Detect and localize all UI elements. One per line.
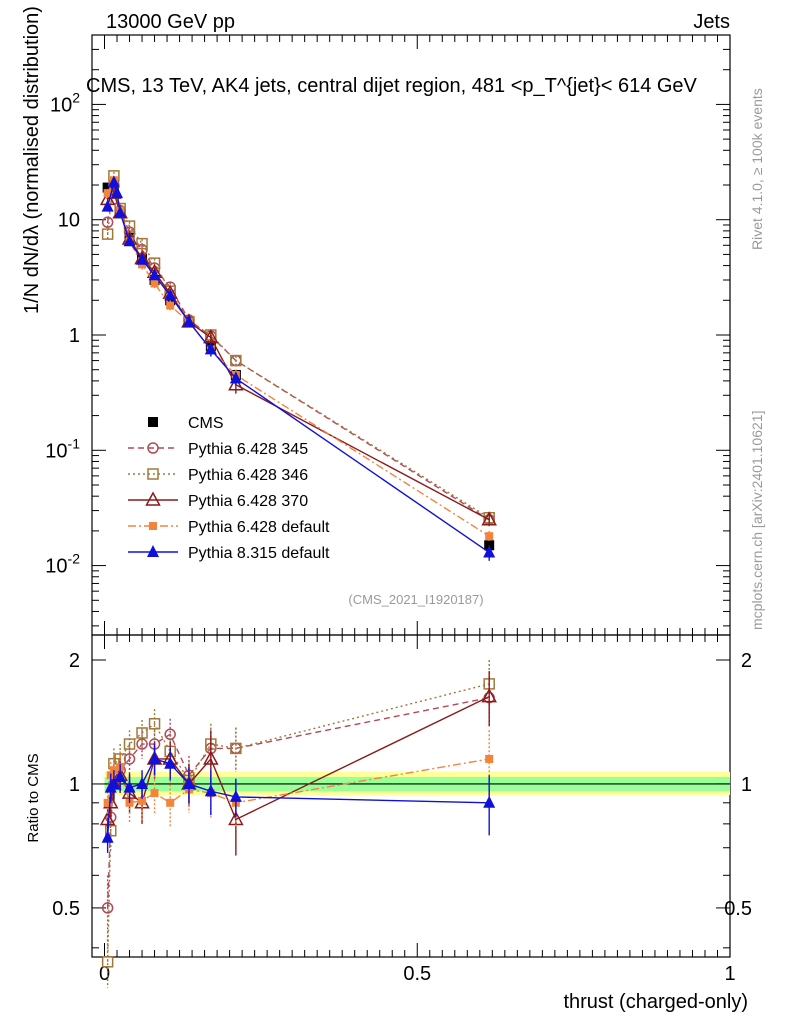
main-ytick-label: 10: [58, 210, 80, 232]
main-ytick-label: 10-2: [45, 551, 80, 578]
point-p346: [105, 824, 117, 837]
ratio-ytick-label-left: 0.5: [52, 898, 80, 920]
point-p370: [481, 511, 497, 526]
point-p345: [101, 902, 114, 914]
legend-label-p8def: Pythia 8.315 default: [188, 545, 330, 562]
point-p346: [101, 228, 114, 240]
legend-label-data: CMS: [188, 415, 224, 432]
point-p8def: [182, 314, 195, 327]
point-p8def: [101, 199, 114, 212]
rivet-label: Rivet 4.1.0, ≥ 100k events: [749, 88, 765, 250]
ratio-xtick-label: 0.5: [403, 963, 431, 985]
ratio-ytick-label-right: 1: [741, 774, 752, 796]
point-p370: [228, 376, 244, 391]
point-p8def: [229, 371, 242, 384]
point-p346: [230, 354, 242, 367]
legend-marker-p346: [147, 468, 159, 480]
point-p8def: [114, 769, 127, 782]
plot-subtitle: CMS, 13 TeV, AK4 jets, central dijet reg…: [86, 75, 698, 97]
main-ytick-label: 10-1: [45, 435, 80, 462]
point-p346: [123, 738, 136, 750]
legend-marker-p370: [145, 491, 161, 506]
series-line-p345: [106, 696, 490, 908]
point-p8def: [182, 776, 195, 789]
ratio-xlabel: thrust (charged-only): [563, 991, 748, 1013]
point-p6def: [150, 279, 159, 288]
series-line-p8def: [106, 758, 490, 838]
legend-marker-p6def: [149, 522, 157, 530]
point-p6def: [485, 754, 494, 763]
ratio-ytick-label-left: 2: [69, 650, 80, 672]
ratio-ylabel: Ratio to CMS: [25, 753, 42, 842]
point-p8def: [204, 784, 217, 797]
point-p8def: [148, 751, 161, 764]
point-p346: [230, 742, 242, 755]
point-p8def: [164, 756, 177, 769]
point-p8def: [123, 780, 136, 793]
point-p346: [136, 237, 148, 250]
point-p8def: [204, 342, 217, 355]
legend-label-p346: Pythia 6.428 346: [188, 467, 308, 484]
point-p8def: [114, 205, 127, 218]
point-p8def: [107, 776, 120, 789]
ratio-uncertainty-band: [104, 771, 730, 796]
legend-label-p345: Pythia 6.428 345: [188, 441, 308, 458]
point-p6def: [103, 798, 112, 807]
legend: CMS Pythia 6.428 345 Pythia 6.428 346 Pythi…: [128, 415, 330, 562]
ratio-xtick-label: 1: [724, 963, 735, 985]
point-p346: [101, 956, 114, 968]
point-p346: [136, 727, 148, 739]
ratio-axis-ticks: 0.5 0.5 1 1 2 2 0 0.5 1: [52, 650, 752, 985]
ratio-xtick-label: 0: [99, 963, 110, 985]
main-ytick-label: 102: [50, 89, 80, 116]
main-series-group: [99, 170, 497, 561]
main-ytick-label: 1: [69, 325, 80, 347]
legend-marker-data: [148, 417, 158, 427]
point-p346: [148, 257, 161, 269]
point-p6def: [166, 798, 175, 807]
point-p6def: [150, 789, 159, 798]
legend-label-p370: Pythia 6.428 370: [188, 493, 308, 510]
legend-marker-p8def: [147, 545, 159, 557]
point-p8def: [107, 175, 120, 188]
point-p370: [481, 688, 497, 703]
ratio-panel-frame: [91, 634, 731, 958]
header-left: 13000 GeV pp: [106, 11, 235, 33]
point-p6def: [166, 301, 175, 310]
point-p8def: [483, 545, 496, 558]
point-p8def: [111, 186, 124, 199]
ratio-ytick-label-left: 1: [69, 774, 80, 796]
legend-marker-p345: [147, 442, 159, 454]
point-p6def: [138, 796, 147, 805]
ratio-ytick-label-right: 2: [741, 650, 752, 672]
point-p345: [136, 738, 148, 750]
point-p6def: [103, 189, 112, 198]
main-axis-ticks: 10-2 10-1 1 10 102: [45, 34, 731, 957]
point-p346: [148, 718, 161, 730]
point-p8def: [164, 288, 177, 301]
ratio-series-group: [99, 659, 497, 988]
point-p345: [101, 216, 114, 229]
point-p370: [203, 750, 219, 765]
point-p6def: [485, 532, 494, 541]
point-p8def: [229, 789, 242, 802]
header-right: Jets: [693, 11, 730, 33]
mcplots-label: mcplots.cern.ch [arXiv:2401.10621]: [749, 411, 765, 630]
ratio-ytick-label-right: 0.5: [724, 898, 752, 920]
point-p8def: [136, 776, 149, 789]
main-ylabel: 1/N dN/dλ (normalised distribution): [21, 6, 43, 314]
analysis-label: (CMS_2021_I1920187): [348, 592, 483, 607]
point-p8def: [483, 795, 496, 808]
point-p8def: [148, 268, 161, 281]
point-p8def: [123, 234, 136, 247]
series-line-p346: [106, 683, 490, 962]
point-p8def: [136, 252, 149, 265]
legend-label-p6def: Pythia 6.428 default: [188, 519, 330, 536]
point-p8def: [101, 830, 114, 843]
point-data: [102, 182, 113, 193]
